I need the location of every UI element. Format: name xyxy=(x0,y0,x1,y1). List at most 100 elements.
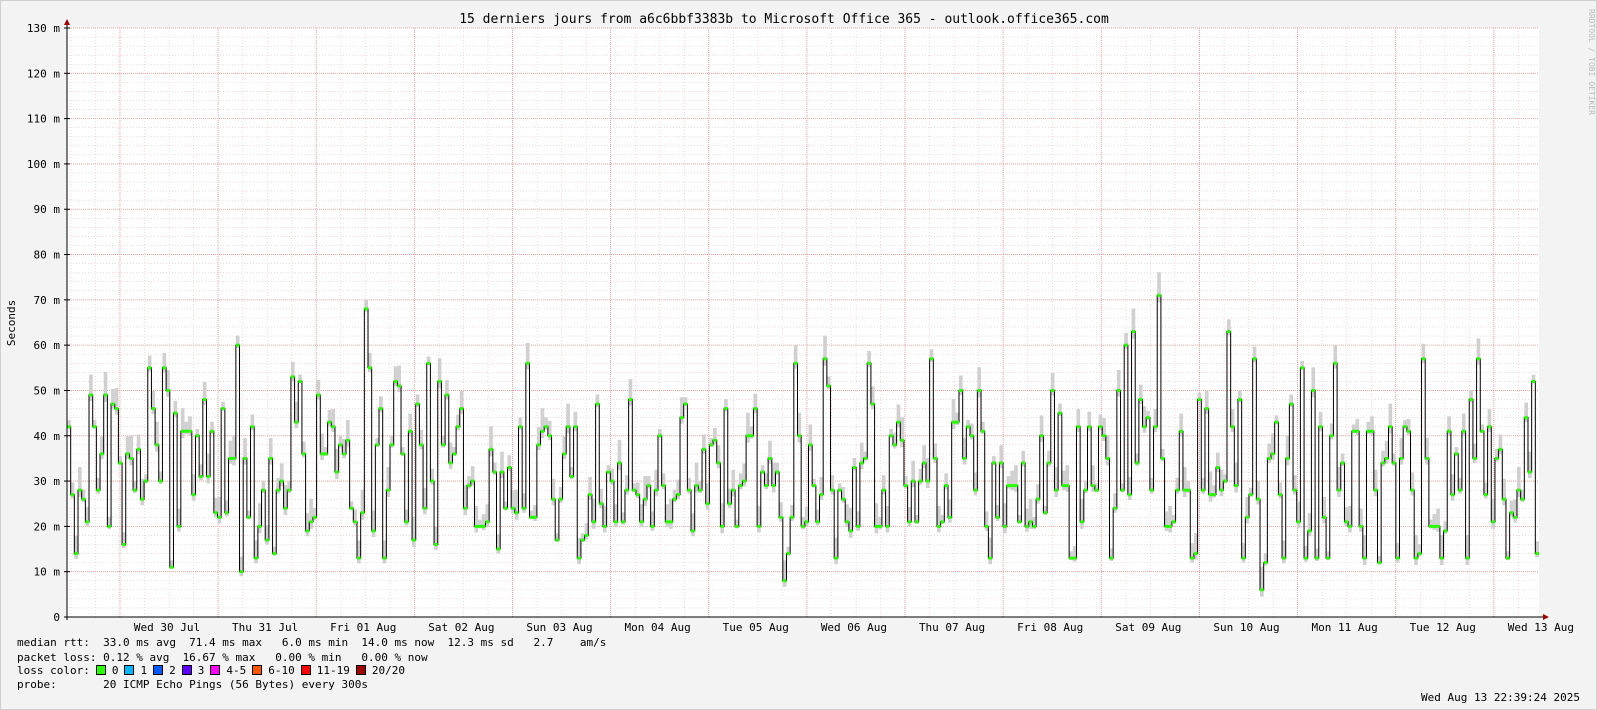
smoke-band xyxy=(147,355,152,372)
median-marker xyxy=(727,502,732,506)
median-marker xyxy=(588,493,592,497)
smoke-band xyxy=(1142,406,1147,433)
median-marker xyxy=(859,461,864,465)
smoke-band xyxy=(1135,453,1139,466)
smoke-band xyxy=(180,408,185,439)
median-marker xyxy=(379,407,383,411)
median-marker xyxy=(1249,493,1253,497)
median-marker xyxy=(977,388,982,392)
smoke-band xyxy=(1193,533,1198,560)
smoke-band xyxy=(962,438,967,465)
median-marker xyxy=(1124,343,1128,347)
y-tick-label: 60 m xyxy=(34,339,61,352)
median-marker xyxy=(1120,488,1125,492)
median-marker xyxy=(551,497,556,501)
y-tick-label: 110 m xyxy=(27,113,60,126)
smoke-band xyxy=(1370,416,1374,436)
smoke-band xyxy=(1498,434,1503,454)
median-marker xyxy=(1480,429,1484,433)
smoke-band xyxy=(771,462,776,493)
median-marker xyxy=(1307,529,1312,533)
smoke-band xyxy=(885,505,890,533)
smoke-band xyxy=(624,475,629,495)
median-marker xyxy=(635,493,640,497)
smoke-band xyxy=(96,477,101,494)
median-marker xyxy=(210,429,214,433)
smoke-band xyxy=(1256,481,1261,505)
loss-color-label: 11-19 xyxy=(316,664,350,677)
smoke-band xyxy=(1513,499,1517,523)
smoke-band xyxy=(918,468,923,485)
smoke-band xyxy=(1285,435,1290,466)
smoke-band xyxy=(254,540,258,564)
smoke-band xyxy=(779,502,783,522)
smoke-band xyxy=(933,443,937,463)
median-marker xyxy=(1006,484,1011,488)
smoke-band xyxy=(169,560,174,570)
smoke-band xyxy=(1252,346,1257,363)
x-tick-label: Fri 08 Aug xyxy=(1017,621,1083,634)
smoke-band xyxy=(940,515,945,524)
median-marker xyxy=(177,524,181,528)
median-marker xyxy=(320,452,324,456)
smoke-band xyxy=(349,501,354,511)
smoke-band xyxy=(485,504,490,528)
smoke-band xyxy=(936,505,941,533)
median-marker xyxy=(1311,388,1316,392)
smoke-band xyxy=(503,501,508,511)
x-tick-label: Sat 02 Aug xyxy=(428,621,494,634)
smoke-band xyxy=(195,428,200,438)
median-marker xyxy=(966,425,971,429)
median-marker xyxy=(382,556,387,560)
median-marker xyxy=(988,556,993,560)
median-marker xyxy=(1230,425,1235,429)
smoke-band xyxy=(1124,332,1128,349)
median-marker xyxy=(1469,398,1473,402)
smoke-band xyxy=(1535,541,1539,558)
median-marker xyxy=(202,398,207,402)
smoke-band xyxy=(445,380,449,400)
smoke-band xyxy=(727,488,732,509)
median-marker xyxy=(738,484,743,488)
median-marker xyxy=(1535,552,1539,556)
smoke-band xyxy=(191,474,196,501)
smoke-band xyxy=(456,414,460,431)
median-marker xyxy=(151,407,156,411)
median-marker xyxy=(713,438,717,442)
smoke-band xyxy=(599,488,603,509)
median-marker xyxy=(907,520,912,524)
median-marker xyxy=(646,484,651,488)
smoke-band xyxy=(735,519,739,529)
median-marker xyxy=(1296,520,1301,524)
smoke-band xyxy=(1105,435,1110,466)
median-marker xyxy=(309,520,313,524)
median-marker xyxy=(716,461,721,465)
smoke-band xyxy=(301,441,306,458)
x-tick-label: Tue 05 Aug xyxy=(723,621,789,634)
smoke-band xyxy=(1271,433,1275,461)
smoke-band xyxy=(287,480,291,493)
median-marker xyxy=(1109,556,1114,560)
median-marker xyxy=(896,420,901,424)
median-marker xyxy=(1065,484,1070,488)
median-marker xyxy=(889,434,893,438)
median-marker xyxy=(1212,493,1216,497)
smoke-band xyxy=(970,423,974,440)
median-marker xyxy=(687,488,692,492)
median-marker xyxy=(841,497,846,501)
median-marker xyxy=(1289,402,1294,406)
smoke-band xyxy=(470,466,475,486)
median-marker xyxy=(1355,429,1360,433)
median-marker xyxy=(1138,398,1143,402)
smoke-band xyxy=(635,482,640,499)
median-marker xyxy=(661,484,666,488)
smoke-band xyxy=(694,462,699,493)
smoke-band xyxy=(738,473,743,490)
median-marker xyxy=(144,479,148,483)
median-marker xyxy=(169,565,174,569)
smoke-band xyxy=(206,453,211,484)
median-marker xyxy=(834,556,838,560)
y-axis-arrow xyxy=(64,19,70,25)
smoke-band xyxy=(158,471,163,484)
median-marker xyxy=(386,488,391,492)
